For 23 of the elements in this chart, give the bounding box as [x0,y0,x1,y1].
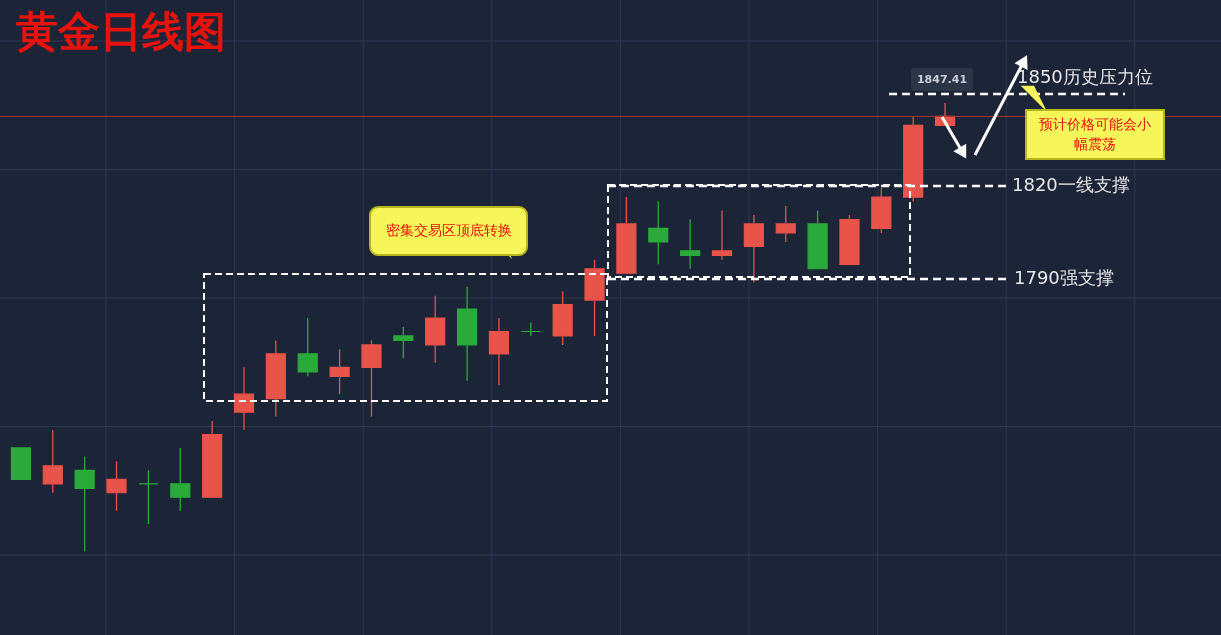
annotation: 密集交易区顶底转换 [385,222,512,238]
candlestick [170,447,191,512]
candlestick [74,456,95,552]
chart-title: 黄金日线图 [16,7,226,56]
candlestick [680,218,701,270]
candlestick [488,317,510,386]
ref-line-label: 1820一线支撑 [1012,173,1130,195]
text: 预计价格可能会小幅震荡 [1039,115,1151,152]
candlestick [42,429,63,494]
candlestick [648,200,669,265]
candlestick [233,366,255,431]
legend-label: 1850历史压力位 [1017,66,1153,88]
candlestick [711,209,733,261]
candlestick [106,460,127,512]
candlestick [361,339,382,418]
candlestick [743,214,764,283]
candlestick [297,317,318,377]
ref-line-label: 1790强支撑 [1014,267,1114,289]
candlestick [329,348,350,395]
text: 1847.41 [916,73,968,86]
candlestick [775,205,796,243]
candlestick [393,326,414,360]
candlestick [138,469,159,525]
